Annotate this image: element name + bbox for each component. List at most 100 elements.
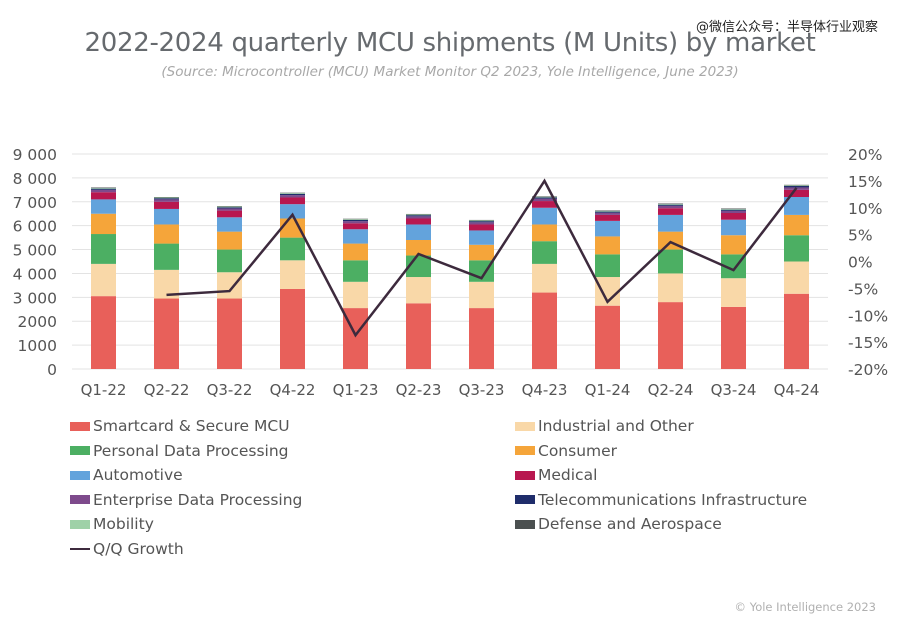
bar-segment-smartcard-secure-mcu — [91, 296, 116, 369]
bar-segment-medical — [217, 210, 242, 218]
bar-segment-mobility — [280, 193, 305, 194]
x-tick-label: Q1-22 — [81, 381, 127, 399]
chart-title: 2022-2024 quarterly MCU shipments (M Uni… — [84, 28, 816, 58]
chart-subtitle: (Source: Microcontroller (MCU) Market Mo… — [161, 64, 739, 80]
bar-segment-medical — [406, 218, 431, 225]
bar-segment-smartcard-secure-mcu — [784, 293, 809, 369]
y-tick-label: 1000 — [18, 337, 57, 355]
legend-item: Industrial and Other — [515, 414, 807, 439]
bar-segment-industrial-and-other — [469, 281, 494, 309]
legend-item: Mobility — [70, 512, 302, 537]
bar-segment-industrial-and-other — [280, 260, 305, 289]
bar-stack — [784, 184, 809, 369]
bar-segment-mobility — [91, 187, 116, 189]
bar-segment-industrial-and-other — [784, 261, 809, 294]
bar-segment-smartcard-secure-mcu — [217, 298, 242, 369]
legend-item: Enterprise Data Processing — [70, 488, 302, 513]
y2-tick-label: 5% — [848, 227, 873, 245]
y-tick-label: 5 000 — [13, 242, 57, 260]
bar-segment-mobility — [469, 220, 494, 222]
legend-label: Mobility — [93, 515, 154, 534]
legend-swatch — [70, 446, 90, 456]
bar-segment-industrial-and-other — [658, 273, 683, 303]
legend-label: Industrial and Other — [538, 417, 694, 436]
legend-item: Q/Q Growth — [70, 537, 302, 562]
bar-segment-telecommunications-infrastructure — [217, 207, 242, 209]
bar-segment-industrial-and-other — [406, 277, 431, 304]
grid-lines — [72, 153, 828, 370]
bar-segment-medical — [343, 223, 368, 230]
bar-segment-smartcard-secure-mcu — [280, 288, 305, 369]
x-tick-label: Q3-22 — [207, 381, 253, 399]
legend-item: Medical — [515, 463, 807, 488]
bar-segment-telecommunications-infrastructure — [469, 221, 494, 223]
bar-segment-mobility — [154, 197, 179, 199]
bar-segment-personal-data-processing — [595, 254, 620, 278]
bar-segment-consumer — [406, 240, 431, 256]
bar-segment-mobility — [784, 185, 809, 187]
bar-segment-personal-data-processing — [217, 249, 242, 273]
stacked-bars — [91, 184, 809, 369]
bar-segment-smartcard-secure-mcu — [721, 306, 746, 369]
bar-segment-smartcard-secure-mcu — [595, 305, 620, 369]
x-tick-label: Q4-24 — [774, 381, 820, 399]
bar-segment-telecommunications-infrastructure — [658, 204, 683, 206]
bar-segment-consumer — [469, 244, 494, 261]
bar-segment-telecommunications-infrastructure — [280, 193, 305, 196]
y-tick-label: 0 — [47, 361, 57, 379]
y2-tick-label: 10% — [848, 200, 882, 218]
y2-tick-label: -5% — [848, 280, 878, 298]
bar-segment-automotive — [343, 229, 368, 244]
watermark: @微信公众号：半导体行业观察 — [695, 20, 878, 35]
bar-segment-personal-data-processing — [658, 249, 683, 274]
bar-segment-medical — [154, 201, 179, 209]
legend-label: Q/Q Growth — [93, 539, 184, 558]
legend-label: Smartcard & Secure MCU — [93, 417, 290, 436]
bar-segment-automotive — [217, 217, 242, 232]
y2-tick-label: -20% — [848, 361, 888, 379]
bar-segment-smartcard-secure-mcu — [469, 308, 494, 369]
legend-item: Automotive — [70, 463, 302, 488]
bar-segment-telecommunications-infrastructure — [343, 219, 368, 222]
bar-segment-enterprise-data-processing — [469, 222, 494, 225]
bar-segment-enterprise-data-processing — [595, 212, 620, 215]
bar-segment-automotive — [721, 219, 746, 236]
bar-segment-smartcard-secure-mcu — [658, 302, 683, 369]
bar-segment-consumer — [91, 213, 116, 235]
bar-segment-consumer — [595, 236, 620, 255]
legend-label: Personal Data Processing — [93, 441, 289, 460]
bar-stack — [217, 206, 242, 369]
bar-segment-mobility — [658, 203, 683, 205]
y-tick-label: 2000 — [18, 313, 57, 331]
bar-segment-personal-data-processing — [532, 241, 557, 264]
bar-segment-telecommunications-infrastructure — [721, 209, 746, 211]
y2-tick-label: 20% — [848, 146, 882, 164]
x-tick-label: Q2-24 — [648, 381, 694, 399]
y-tick-label: 8 000 — [13, 170, 57, 188]
bar-stack — [595, 210, 620, 369]
bar-segment-consumer — [343, 243, 368, 261]
bar-segment-medical — [658, 208, 683, 215]
legend-swatch — [70, 470, 90, 480]
x-tick-label: Q4-22 — [270, 381, 316, 399]
bar-segment-enterprise-data-processing — [406, 216, 431, 219]
y-tick-label: 4 000 — [13, 265, 57, 283]
y-tick-label: 6 000 — [13, 218, 57, 236]
y-tick-label: 7 000 — [13, 194, 57, 212]
legend-item: Smartcard & Secure MCU — [70, 414, 302, 439]
left-axis-ticks: 0 1000 2000 3 000 4 000 5 000 6 000 7 000 8 000 9… — [13, 146, 57, 379]
y2-tick-label: -15% — [848, 334, 888, 352]
bar-segment-enterprise-data-processing — [154, 199, 179, 202]
bar-segment-enterprise-data-processing — [532, 198, 557, 202]
x-tick-label: Q3-24 — [711, 381, 757, 399]
bar-segment-telecommunications-infrastructure — [406, 215, 431, 217]
bar-segment-personal-data-processing — [784, 235, 809, 262]
x-tick-label: Q4-23 — [522, 381, 568, 399]
bar-segment-industrial-and-other — [532, 263, 557, 293]
legend-swatch — [70, 421, 90, 431]
legend-swatch — [515, 446, 535, 456]
bar-segment-consumer — [784, 214, 809, 236]
bar-segment-telecommunications-infrastructure — [532, 197, 557, 199]
bar-segment-automotive — [658, 214, 683, 232]
bar-segment-enterprise-data-processing — [721, 210, 746, 214]
